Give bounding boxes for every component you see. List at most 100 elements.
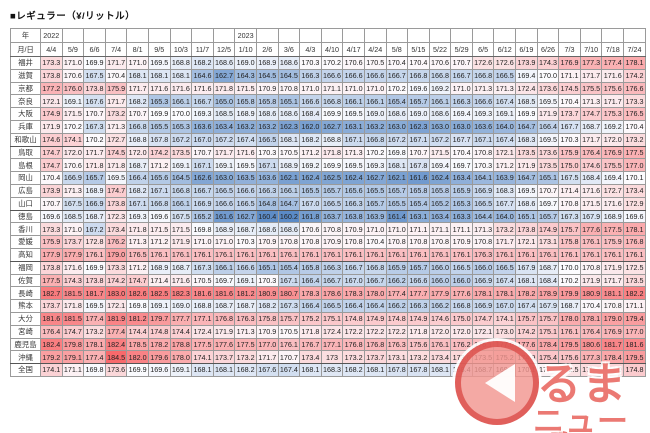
price-cell: 171.5 bbox=[61, 107, 85, 121]
row-label: 沖縄 bbox=[10, 350, 41, 365]
price-cell: 168.8 bbox=[126, 132, 149, 147]
price-cell: 167.6 bbox=[83, 94, 106, 109]
price-cell: 177.7 bbox=[169, 311, 193, 326]
date-header: 4/17 bbox=[342, 42, 365, 57]
price-cell: 166.5 bbox=[450, 260, 473, 275]
price-cell: 170.5 bbox=[277, 324, 301, 339]
price-cell: 173.2 bbox=[234, 350, 257, 365]
price-cell: 171.8 bbox=[61, 299, 85, 313]
price-cell: 166.7 bbox=[191, 183, 214, 198]
table-row: 沖縄 179.2 179.1 177.4 184.5 182.0 179.6 178.0 174… bbox=[10, 350, 646, 365]
price-cell: 170.7 bbox=[83, 107, 106, 121]
price-cell: 166.4 bbox=[299, 299, 322, 313]
year-spacer bbox=[601, 28, 625, 43]
price-cell: 180.9 bbox=[255, 286, 279, 301]
price-cell: 168.1 bbox=[363, 363, 387, 377]
table-row: 福井 173.3 171.0 169.9 171.7 171.0 169.5 168.8 168… bbox=[10, 56, 646, 70]
price-cell: 175.7 bbox=[558, 222, 581, 237]
date-header: 6/26 bbox=[536, 42, 560, 57]
date-header: 6/5 bbox=[471, 42, 495, 57]
price-cell: 177.6 bbox=[579, 222, 603, 237]
price-cell: 161.6 bbox=[407, 171, 430, 185]
table-row: 兵庫 171.9 170.2 167.3 171.3 166.8 165.5 165.3 163… bbox=[10, 119, 646, 134]
price-cell: 166.9 bbox=[61, 171, 85, 185]
price-cell: 168.2 bbox=[126, 94, 149, 109]
row-label: 島根 bbox=[10, 158, 41, 173]
price-cell: 167.1 bbox=[255, 158, 279, 173]
price-cell: 177.4 bbox=[83, 311, 106, 326]
row-label: 愛媛 bbox=[10, 235, 41, 249]
row-label: 和歌山 bbox=[10, 132, 41, 147]
price-cell: 170.7 bbox=[126, 107, 149, 121]
price-cell: 169.1 bbox=[169, 363, 193, 377]
row-label: 熊本 bbox=[10, 299, 41, 313]
year-label-2023: 2023 bbox=[234, 28, 257, 43]
price-cell: 166.3 bbox=[407, 299, 430, 313]
price-cell: 172.2 bbox=[342, 324, 365, 339]
price-cell: 169.9 bbox=[83, 260, 106, 275]
price-cell: 163.6 bbox=[471, 119, 495, 134]
year-spacer bbox=[255, 28, 279, 43]
price-cell: 168.7 bbox=[234, 299, 257, 313]
price-cell: 169.5 bbox=[234, 158, 257, 173]
price-cell: 170.9 bbox=[255, 81, 279, 96]
year-spacer bbox=[104, 28, 128, 43]
price-cell: 169.3 bbox=[493, 363, 517, 377]
price-cell: 166.1 bbox=[428, 94, 452, 109]
price-cell: 170.9 bbox=[255, 235, 279, 249]
price-cell: 177.4 bbox=[83, 350, 106, 365]
row-label: 福岡 bbox=[10, 260, 41, 275]
price-cell: 173.6 bbox=[104, 363, 128, 377]
price-cell: 166.4 bbox=[363, 299, 387, 313]
price-cell: 162.4 bbox=[299, 171, 322, 185]
price-cell: 171.1 bbox=[320, 81, 344, 96]
price-cell: 171.8 bbox=[104, 158, 128, 173]
year-spacer bbox=[558, 28, 581, 43]
price-cell: 168.1 bbox=[515, 273, 538, 288]
price-cell: 169.6 bbox=[147, 209, 171, 224]
price-cell: 164.6 bbox=[191, 68, 214, 83]
price-cell: 168.2 bbox=[255, 299, 279, 313]
price-cell: 176.1 bbox=[255, 247, 279, 262]
price-cell: 182.3 bbox=[169, 286, 193, 301]
table-row: 滋賀 173.8 170.6 167.5 170.4 168.1 168.1 168.1 164… bbox=[10, 68, 646, 83]
price-cell: 170.8 bbox=[277, 81, 301, 96]
price-cell: 173.2 bbox=[623, 132, 646, 147]
price-cell: 173.8 bbox=[83, 81, 106, 96]
price-cell: 170.3 bbox=[255, 273, 279, 288]
row-label: 大阪 bbox=[10, 107, 41, 121]
date-header: 5/15 bbox=[407, 42, 430, 57]
price-cell: 173.6 bbox=[450, 350, 473, 365]
price-cell: 177.0 bbox=[493, 337, 517, 352]
price-cell: 165.9 bbox=[450, 183, 473, 198]
price-cell: 171.7 bbox=[212, 145, 236, 160]
table-row: 奈良 172.1 169.1 167.6 171.7 168.2 165.3 166.1 166… bbox=[10, 94, 646, 109]
price-cell: 181.2 bbox=[126, 311, 149, 326]
price-cell: 165.8 bbox=[255, 94, 279, 109]
price-cell: 170.4 bbox=[558, 94, 581, 109]
price-cell: 178.0 bbox=[558, 311, 581, 326]
price-cell: 165.5 bbox=[147, 119, 171, 134]
price-cell: 179.5 bbox=[623, 350, 646, 365]
price-cell: 165.4 bbox=[407, 196, 430, 211]
price-cell: 175.4 bbox=[536, 350, 560, 365]
price-cell: 166.2 bbox=[428, 299, 452, 313]
row-label: 鹿児島 bbox=[10, 337, 41, 352]
price-cell: 171.1 bbox=[428, 222, 452, 237]
price-cell: 169.5 bbox=[147, 56, 171, 70]
price-cell: 162.5 bbox=[320, 171, 344, 185]
price-cell: 166.9 bbox=[83, 196, 106, 211]
price-cell: 166.3 bbox=[255, 183, 279, 198]
table-row: 宮崎 176.4 174.7 173.2 177.4 174.4 174.8 174.4 172… bbox=[10, 324, 646, 339]
price-cell: 166.7 bbox=[191, 94, 214, 109]
price-cell: 165.5 bbox=[299, 183, 322, 198]
corner-year-label: 年 bbox=[10, 28, 41, 43]
price-cell: 174.5 bbox=[104, 145, 128, 160]
price-cell: 182.2 bbox=[623, 286, 646, 301]
price-cell: 179.2 bbox=[40, 350, 63, 365]
price-cell: 170.8 bbox=[601, 299, 625, 313]
price-cell: 166.6 bbox=[299, 94, 322, 109]
price-cell: 170.6 bbox=[428, 56, 452, 70]
price-cell: 167.4 bbox=[493, 273, 517, 288]
price-cell: 171.0 bbox=[126, 56, 149, 70]
